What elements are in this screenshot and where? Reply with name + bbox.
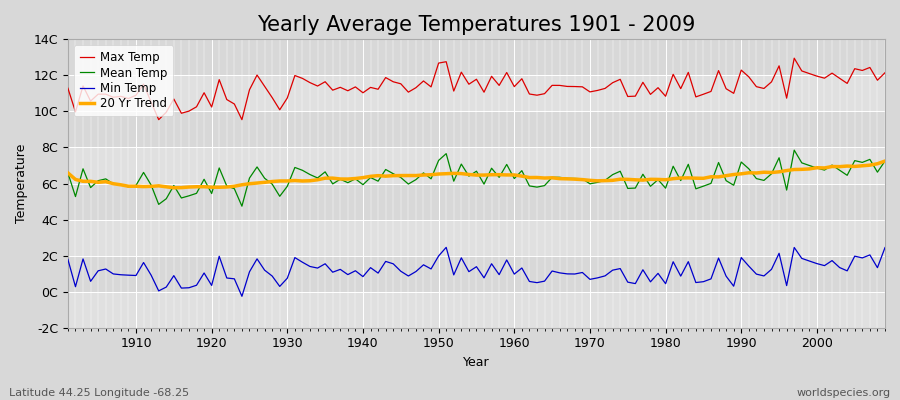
Max Temp [297,76,308,81]
20 Yr Trend [508,172,519,177]
Bar [68,39,885,75]
Bar [68,292,885,328]
Min Temp [62,257,73,262]
Bar [68,256,885,292]
Line: Min Temp: Min Temp [68,247,885,296]
Max Temp [62,86,73,90]
20 Yr Trend [879,159,890,164]
Mean Temp [62,170,73,175]
Bar [68,75,885,112]
Max Temp [788,56,799,60]
20 Yr Trend [608,178,618,183]
Max Temp [237,117,248,122]
Max Temp [508,84,519,89]
Bar [68,112,885,148]
Bar [68,148,885,184]
20 Yr Trend [62,170,73,175]
Mean Temp [508,176,519,181]
20 Yr Trend [342,177,353,182]
Min Temp [123,273,134,278]
Max Temp [342,88,353,93]
20 Yr Trend [297,178,308,183]
Min Temp [441,245,452,250]
20 Yr Trend [123,184,134,189]
Min Temp [237,294,248,299]
Min Temp [615,266,626,271]
Mean Temp [123,184,134,189]
X-axis label: Year: Year [464,356,490,369]
20 Yr Trend [168,185,179,190]
Min Temp [517,266,527,270]
Min Temp [879,245,890,250]
Y-axis label: Temperature: Temperature [15,144,28,223]
Text: Latitude 44.25 Longitude -68.25: Latitude 44.25 Longitude -68.25 [9,388,189,398]
Mean Temp [788,148,799,152]
Max Temp [123,96,134,101]
Max Temp [608,80,618,85]
Line: Mean Temp: Mean Temp [68,150,885,206]
Text: worldspecies.org: worldspecies.org [796,388,891,398]
20 Yr Trend [517,174,527,178]
Mean Temp [297,168,308,173]
Mean Temp [517,168,527,173]
Bar [68,220,885,256]
Line: Max Temp: Max Temp [68,58,885,120]
Mean Temp [879,159,890,164]
Min Temp [342,272,353,277]
Legend: Max Temp, Mean Temp, Min Temp, 20 Yr Trend: Max Temp, Mean Temp, Min Temp, 20 Yr Tre… [74,45,173,116]
Max Temp [879,70,890,75]
Min Temp [297,260,308,265]
Mean Temp [237,204,248,208]
Min Temp [524,279,535,284]
Title: Yearly Average Temperatures 1901 - 2009: Yearly Average Temperatures 1901 - 2009 [257,15,696,35]
Line: 20 Yr Trend: 20 Yr Trend [68,161,885,188]
Bar [68,184,885,220]
Mean Temp [608,172,618,177]
Max Temp [517,76,527,81]
Mean Temp [342,180,353,185]
